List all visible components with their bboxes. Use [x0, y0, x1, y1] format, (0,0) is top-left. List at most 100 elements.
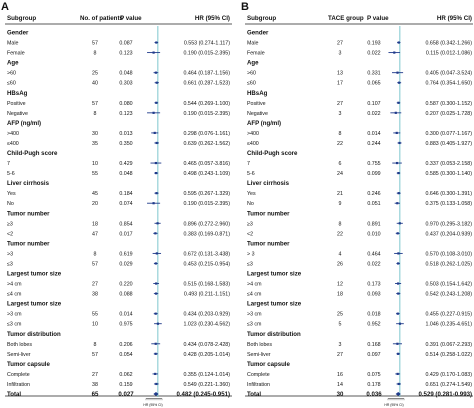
count-cell: 18	[92, 221, 98, 227]
count-cell: 4	[339, 251, 342, 257]
p-value-cell: 0.464	[367, 251, 380, 257]
hr-ci-cell: 0.549 (0.221-1.360)	[183, 382, 230, 388]
subgroup-label: <2	[7, 231, 13, 237]
subgroup-label: Infiltration	[247, 382, 270, 388]
p-value-cell: 0.088	[119, 292, 132, 298]
count-cell: 10	[92, 322, 98, 328]
subgroup-label: >3 cm	[7, 312, 22, 318]
count-cell: 30	[92, 131, 98, 137]
subgroup-label: >400	[247, 131, 259, 137]
subgroup-label: Positive	[7, 101, 26, 107]
count-cell: 45	[92, 191, 98, 197]
count-cell: 55	[92, 312, 98, 318]
group-label: AFP (ng/ml)	[247, 120, 281, 127]
hr-ci-cell: 0.514 (0.258-1.022)	[425, 352, 472, 358]
subgroup-label: Positive	[247, 101, 266, 107]
summary-diamond	[395, 392, 401, 396]
hr-point	[397, 171, 400, 175]
count-cell: 22	[337, 231, 343, 237]
hr-ci-cell: 0.434 (0.203-0.929)	[183, 312, 230, 318]
count-cell: 27	[337, 41, 343, 47]
p-value-cell: 0.619	[119, 251, 132, 257]
subgroup-label: ≤3 cm	[7, 322, 22, 328]
hr-ci-cell: 0.429 (0.170-1.083)	[425, 372, 472, 378]
count-cell: 9	[339, 201, 342, 207]
count-cell: 35	[92, 141, 98, 147]
subgroup-label: Negative	[247, 111, 268, 117]
hr-ci-cell: 1.023 (0.230-4.562)	[183, 322, 230, 328]
hr-point	[397, 192, 400, 195]
subgroup-label: Complete	[247, 372, 270, 378]
count-cell: 27	[337, 352, 343, 358]
count-cell: 5	[339, 322, 342, 328]
subgroup-label: ≤3	[7, 261, 13, 267]
p-value-cell: 0.193	[367, 41, 380, 47]
group-label: Tumor number	[247, 210, 290, 217]
count-cell: 57	[92, 41, 98, 47]
hr-point	[397, 41, 400, 44]
header-count-b: TACE group	[328, 15, 364, 22]
group-label: AFP (ng/ml)	[7, 120, 41, 127]
hr-point	[156, 322, 160, 325]
group-label: HBsAg	[7, 90, 28, 97]
subgroup-label: 7	[247, 161, 250, 167]
hr-ci-cell: 0.300 (0.077-1.167)	[425, 131, 472, 137]
hr-ci-cell: 0.437 (0.204-0.939)	[425, 231, 472, 237]
header-count-a: No. of patients	[80, 15, 124, 22]
hr-ci-cell: 0.434 (0.078-2.428)	[183, 342, 230, 348]
hr-point	[154, 372, 157, 376]
hr-point	[155, 101, 158, 104]
hr-ci-cell: 0.298 (0.076-1.161)	[183, 131, 230, 137]
hr-ci-cell: 0.639 (0.262-1.562)	[183, 141, 230, 147]
header-hr-a: HR (95% CI)	[195, 15, 230, 22]
hr-ci-cell: 0.661 (0.287-1.523)	[183, 81, 230, 87]
p-value-cell: 0.065	[367, 81, 380, 87]
subgroup-label: ≤3 cm	[247, 322, 262, 328]
subgroup-label: ≤3	[247, 261, 253, 267]
hr-point	[155, 282, 158, 285]
subgroup-label: Yes	[247, 191, 256, 197]
hr-point	[396, 312, 399, 315]
hr-point	[396, 282, 400, 285]
hr-point	[155, 382, 158, 386]
subgroup-label: >3 cm	[247, 312, 262, 318]
count-cell: 25	[337, 312, 343, 318]
count-cell: 16	[337, 372, 343, 378]
hr-ci-cell: 0.883 (0.405-1.927)	[425, 141, 472, 147]
p-value-cell: 0.010	[367, 231, 380, 237]
count-cell: 47	[92, 231, 98, 237]
group-label: Tumor capsule	[247, 361, 291, 368]
p-value-cell: 0.891	[367, 221, 380, 227]
subgroup-label: >60	[247, 71, 256, 77]
subgroup-label: Male	[7, 41, 19, 47]
hr-point	[156, 222, 159, 225]
p-value-cell: 0.123	[119, 51, 132, 57]
hr-ci-cell: 0.658 (0.342-1.266)	[425, 41, 472, 47]
count-cell: 57	[92, 101, 98, 107]
hr-ci-cell: 0.651 (0.274-1.549)	[425, 382, 472, 388]
hr-point	[154, 232, 157, 235]
count-cell: 27	[92, 372, 98, 378]
p-value-cell: 0.027	[118, 391, 134, 398]
count-cell: 6	[339, 161, 342, 167]
ci-plot-b	[387, 26, 405, 401]
hr-ci-cell: 0.585 (0.300-1.140)	[425, 171, 472, 177]
hr-point	[152, 51, 155, 54]
hr-point	[397, 262, 400, 265]
p-value-cell: 0.014	[119, 312, 132, 318]
hr-point	[397, 252, 400, 255]
p-value-cell: 0.048	[119, 171, 132, 177]
subgroup-label: ≥3	[247, 221, 253, 227]
hr-point	[398, 222, 401, 225]
hr-ci-cell: 0.464 (0.187-1.156)	[183, 71, 230, 77]
hr-ci-cell: 0.553 (0.274-1.117)	[184, 41, 230, 47]
p-value-cell: 0.246	[367, 191, 380, 197]
hr-point	[155, 252, 158, 255]
subgroup-label: 5-6	[7, 171, 15, 177]
count-cell: 65	[92, 391, 99, 398]
hr-point	[393, 51, 396, 54]
hr-ci-cell: 0.453 (0.215-0.954)	[183, 261, 230, 267]
hr-ci-cell: 0.896 (0.272-2.960)	[183, 221, 230, 227]
p-value-cell: 0.350	[119, 141, 132, 147]
group-label: Age	[7, 60, 19, 67]
